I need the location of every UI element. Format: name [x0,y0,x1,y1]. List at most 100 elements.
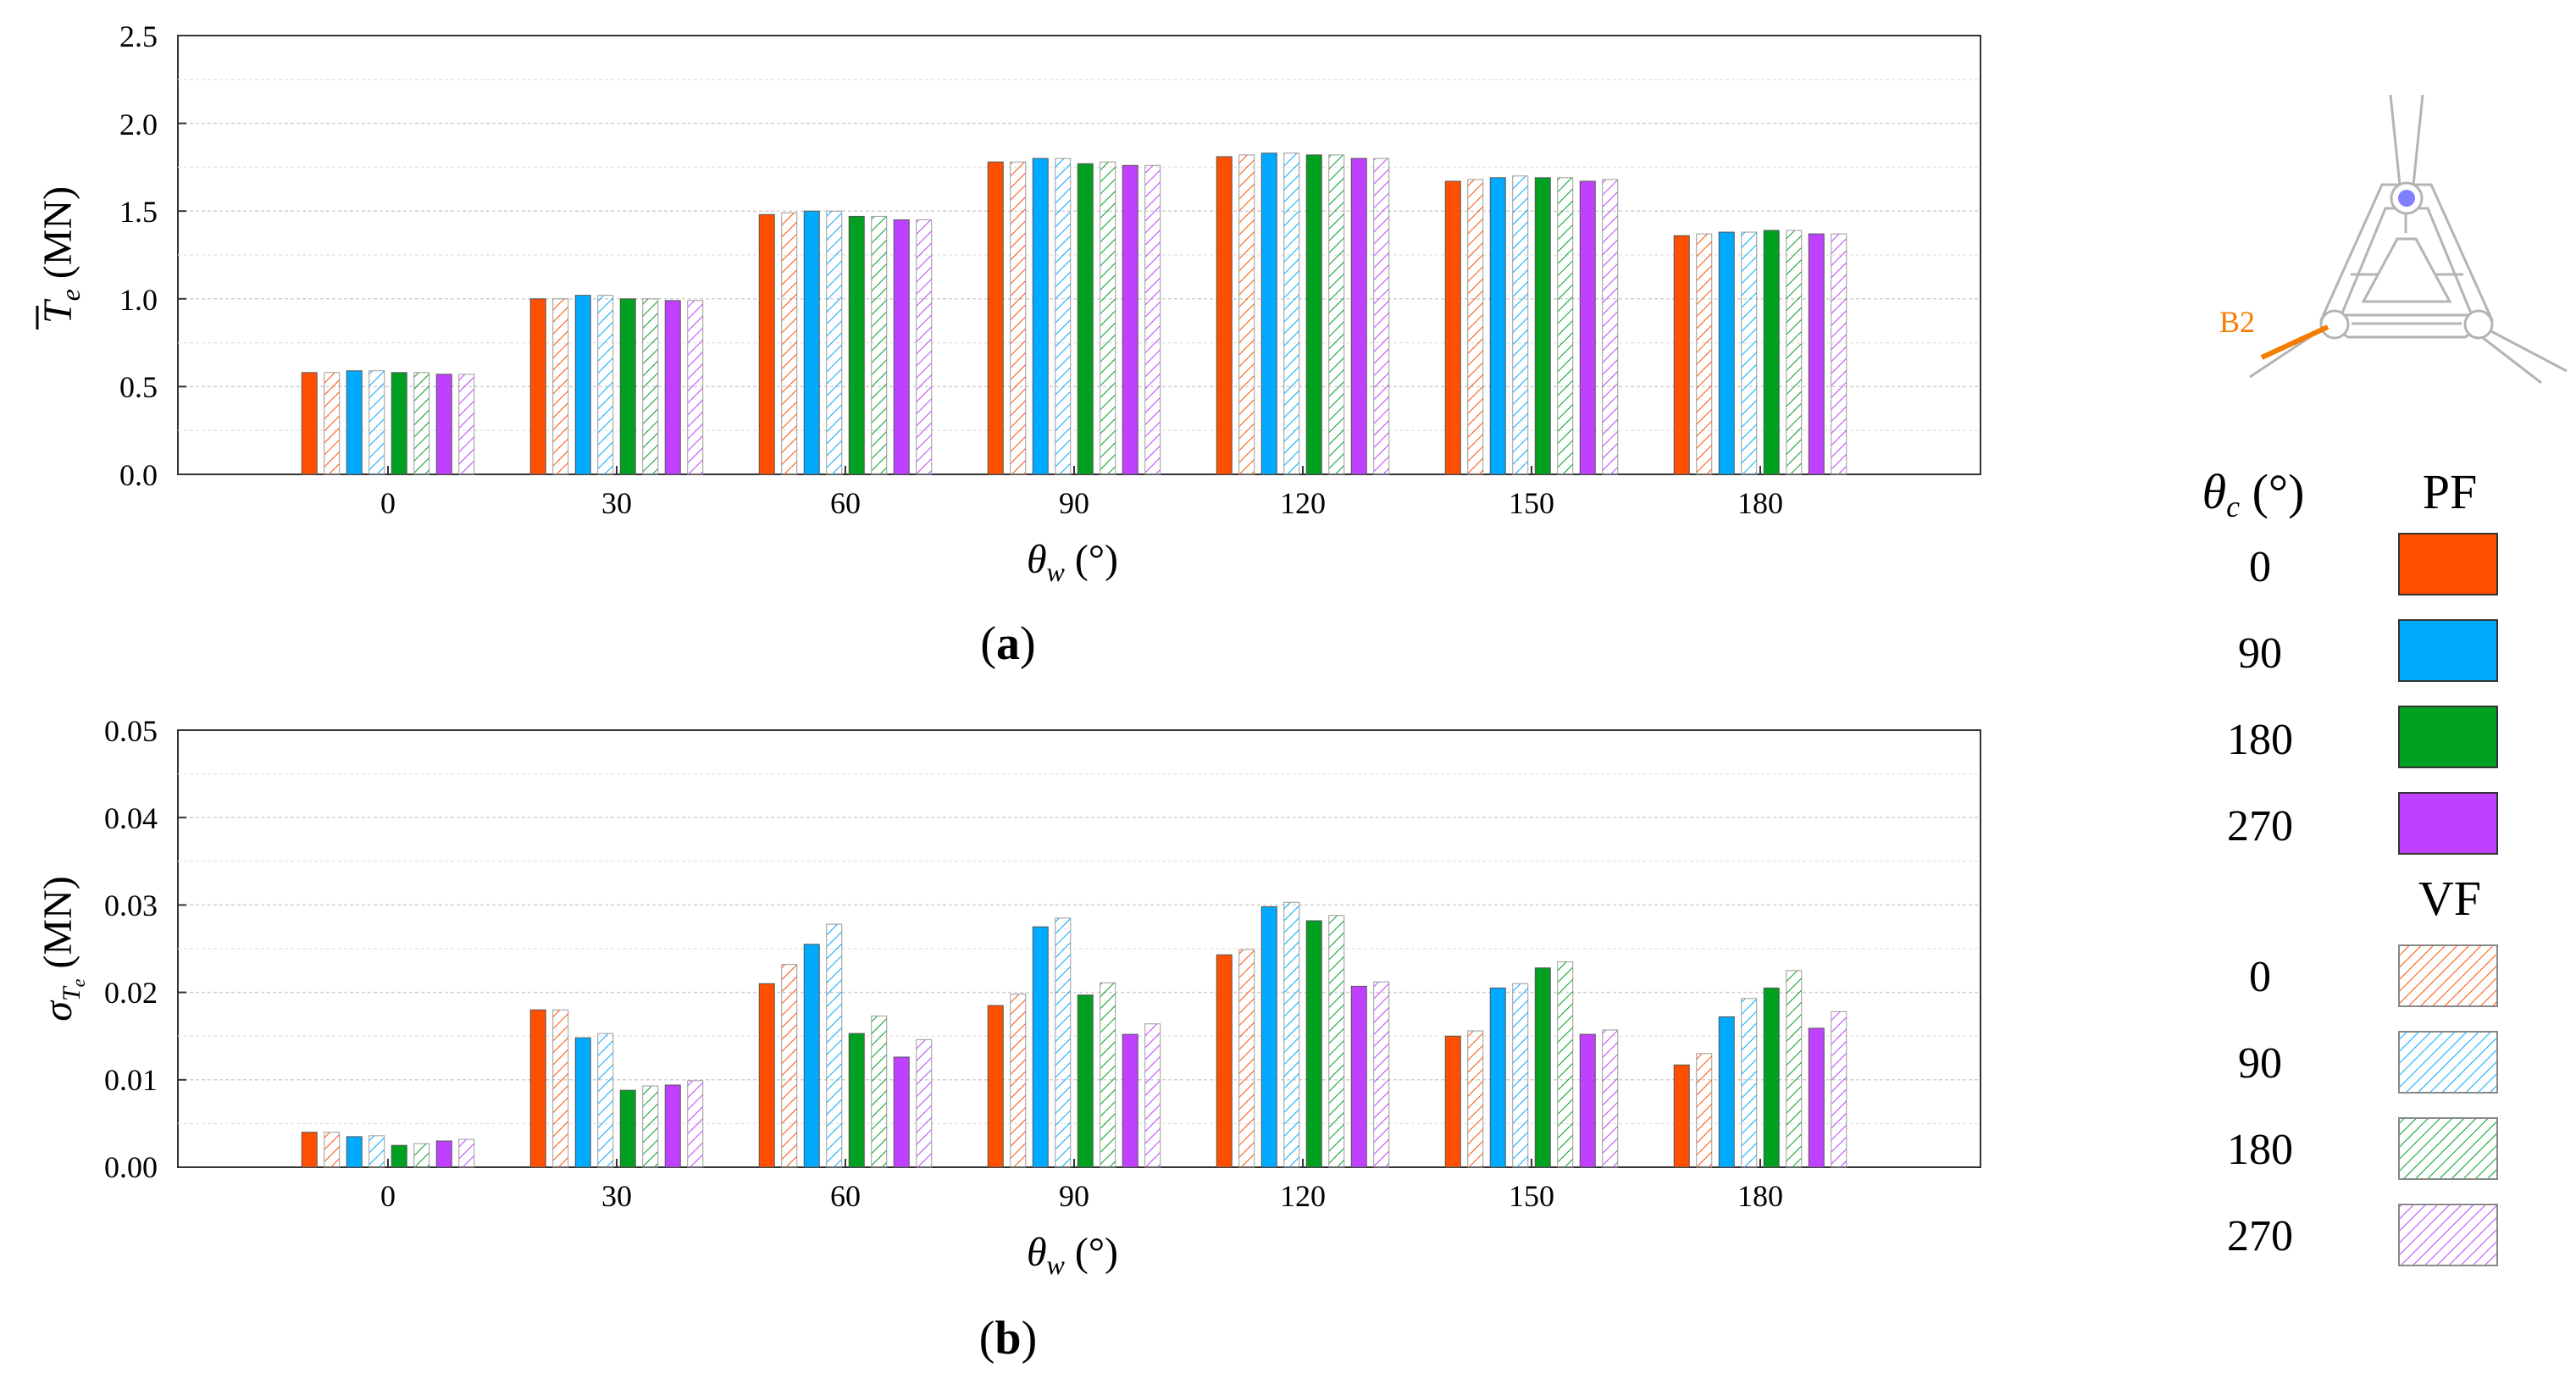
bar-vf-180-30 [642,298,659,475]
bar-vf-0-150 [1467,179,1484,475]
bar-pf-90-150 [1489,177,1506,475]
bar-pf-180-120 [1305,154,1322,475]
bar-vf-270-30 [687,1080,704,1168]
bar-pf-90-120 [1260,152,1277,475]
bar-vf-270-60 [916,1038,933,1168]
bar-pf-0-0 [301,1132,318,1168]
mooring-line [2411,94,2424,194]
bar-pf-180-90 [1077,994,1094,1168]
x-tick-label: 180 [1737,1179,1783,1213]
y-axis-title-a: Te (MN) [36,186,86,324]
legend-swatch-pf-0 [2398,533,2498,595]
legend-header: θc (°) [2202,464,2305,523]
ticks-b [178,729,1761,1168]
bar-vf-90-30 [597,1033,614,1168]
bar-pf-90-30 [574,295,591,475]
legend-vf-title: VF [2418,871,2481,926]
bar-pf-0-30 [529,298,546,475]
legend-swatch-vf-270 [2398,1204,2498,1266]
bar-pf-180-0 [391,372,407,475]
bar-pf-0-90 [987,161,1004,475]
bar-pf-0-60 [758,213,775,475]
bar-vf-90-150 [1512,983,1529,1168]
column-right [2463,309,2494,340]
x-tick-label: 150 [1509,486,1554,520]
x-tick-label: 120 [1280,486,1326,520]
bar-vf-90-180 [1741,998,1758,1168]
bar-pf-270-30 [664,1084,681,1168]
bar-pf-0-0 [301,372,318,475]
bar-pf-270-150 [1579,180,1596,475]
bar-pf-90-90 [1032,926,1049,1168]
bar-pf-180-150 [1534,967,1551,1168]
bar-vf-0-180 [1696,233,1713,475]
bar-vf-0-60 [781,964,798,1168]
x-tick-label: 90 [1059,1179,1089,1213]
bar-vf-270-150 [1602,1029,1619,1168]
legend-pf-title: PF [2423,464,2478,519]
bar-vf-270-120 [1373,158,1390,475]
bar-pf-90-60 [803,210,820,475]
bar-vf-270-150 [1602,179,1619,475]
bar-pf-90-180 [1718,1016,1735,1168]
legend-swatch-pf-90 [2398,619,2498,682]
bar-vf-180-60 [871,1015,888,1168]
y-tick-label: 1.5 [119,195,158,229]
y-tick-label: 2.5 [119,19,158,53]
legend-label: 90 [2238,1039,2282,1088]
bar-vf-270-120 [1373,981,1390,1168]
bar-vf-270-30 [687,300,704,475]
y-tick-label: 0.0 [119,458,158,492]
bar-pf-180-150 [1534,177,1551,475]
turbine-hub [2398,190,2415,207]
bar-pf-0-180 [1673,1064,1690,1168]
chart-b: 0.00 0.01 0.02 0.03 0.04 0.05 0 30 60 90… [36,714,1981,1365]
bar-vf-180-60 [871,215,888,475]
bar-vf-90-120 [1283,901,1300,1168]
bar-pf-270-120 [1350,985,1367,1168]
bar-vf-270-90 [1144,1023,1161,1168]
y-tick-label: 0.04 [104,801,158,835]
bar-pf-90-120 [1260,905,1277,1168]
x-tick-label: 150 [1509,1179,1554,1213]
y-tick-label: 0.03 [104,889,158,922]
legend-label: 180 [2227,716,2293,764]
bar-pf-0-120 [1216,954,1233,1168]
x-tick-label: 60 [830,486,861,520]
platform-diagram: B2 [2219,94,2568,385]
bar-pf-270-120 [1350,158,1367,475]
bar-vf-90-30 [597,295,614,475]
bar-pf-90-180 [1718,231,1735,475]
bar-pf-90-90 [1032,158,1049,475]
bar-vf-0-90 [1010,161,1027,475]
bar-vf-90-0 [368,1135,385,1168]
bar-vf-270-180 [1831,1011,1848,1168]
bar-pf-180-60 [848,215,865,475]
chart-a: 0.0 0.5 1.0 1.5 2.0 2.5 0 30 60 90 120 1… [36,19,1981,670]
bar-vf-270-60 [916,219,933,475]
bar-vf-180-120 [1328,915,1345,1168]
bar-pf-270-60 [893,219,910,475]
x-tick-label: 30 [601,486,632,520]
bar-pf-270-180 [1808,233,1825,475]
bar-pf-270-0 [435,374,452,475]
bars-a [301,152,1848,475]
bar-vf-180-180 [1786,230,1803,475]
bar-vf-0-150 [1467,1030,1484,1168]
bar-pf-270-90 [1122,1033,1138,1168]
y-tick-label: 0.05 [104,714,158,748]
b2-label: B2 [2219,305,2255,339]
bar-vf-90-180 [1741,231,1758,475]
bar-vf-270-0 [458,374,475,475]
legend-swatch-vf-90 [2398,1031,2498,1094]
bar-vf-180-90 [1100,982,1116,1168]
bars-b [301,901,1848,1168]
bar-pf-180-60 [848,1033,865,1168]
bar-pf-180-0 [391,1144,407,1168]
y-tick-label: 0.01 [104,1063,158,1097]
bar-vf-180-30 [642,1085,659,1168]
bar-vf-90-0 [368,370,385,475]
y-tick-label: 2.0 [119,108,158,141]
mooring-line-b2 [2260,324,2329,360]
